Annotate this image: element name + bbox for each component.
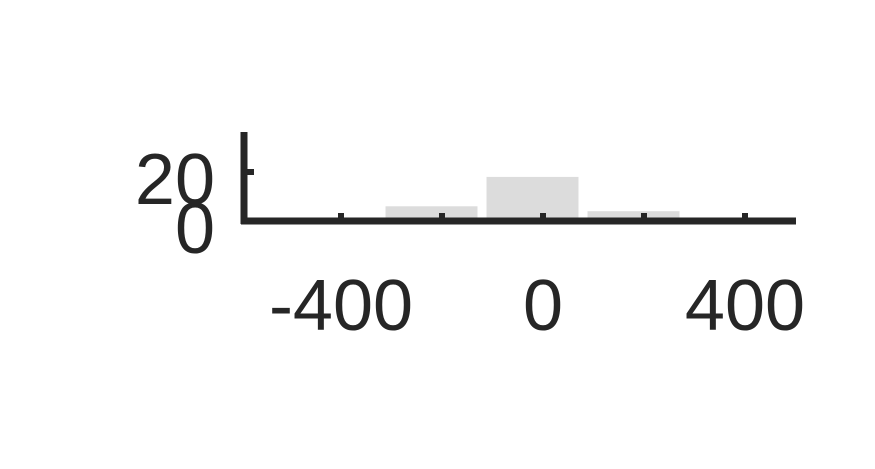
- x-ticks-group: -400 0 400: [269, 213, 805, 346]
- x-tick-label: 400: [685, 266, 805, 346]
- histogram-bar: [385, 206, 478, 221]
- y-tick-label: 0: [175, 189, 215, 269]
- histogram-bar: [486, 176, 579, 221]
- histogram-bar: [587, 211, 680, 221]
- y-ticks-group: 020: [135, 140, 254, 269]
- x-tick-label: 0: [523, 266, 563, 346]
- x-tick-label: -400: [269, 266, 413, 346]
- axes-group: [240, 132, 796, 225]
- y-tick-label: 20: [135, 140, 215, 220]
